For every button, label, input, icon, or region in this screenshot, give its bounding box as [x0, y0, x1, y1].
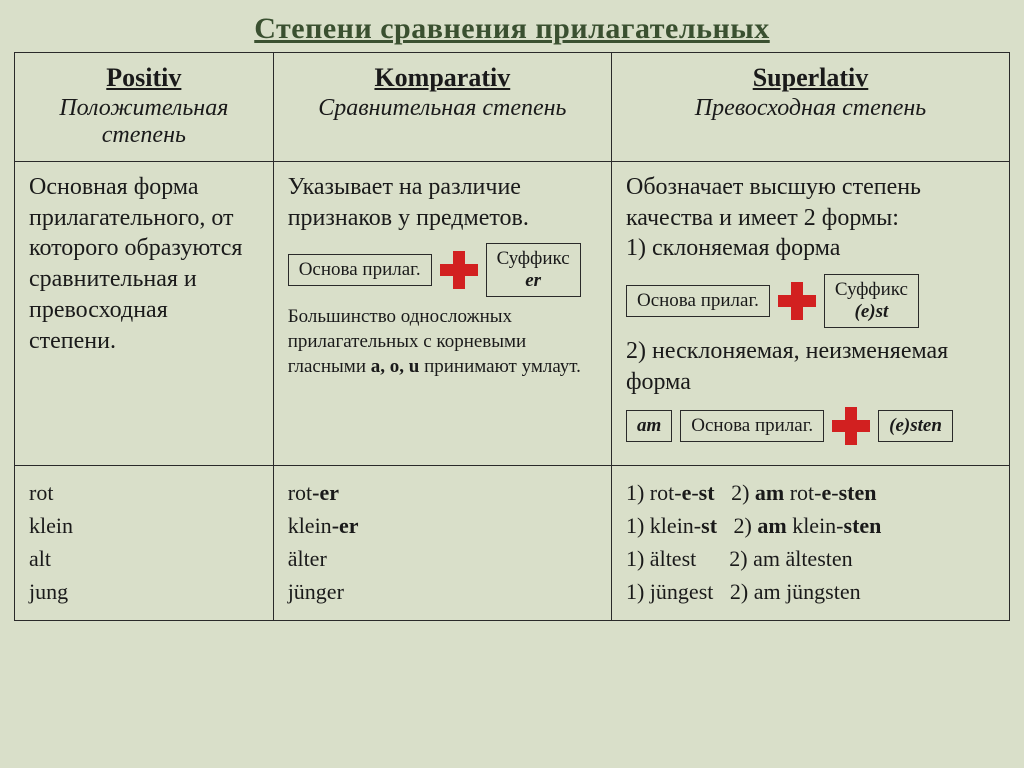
formula2-suffix: (e)sten: [878, 410, 953, 442]
header-komparativ: Komparativ Сравнительная степень: [273, 53, 611, 162]
header-positiv-subtitle: Положительная степень: [29, 95, 259, 149]
superlativ-formula1: Основа прилаг. Суффикс (e)st: [626, 274, 995, 328]
ex-positiv-2: alt: [29, 542, 259, 575]
ex-positiv-0: rot: [29, 476, 259, 509]
ex-komp-3: jünger: [288, 575, 597, 608]
page: Степени сравнения прилагательных Positiv…: [0, 0, 1024, 768]
ex-komp-2: älter: [288, 542, 597, 575]
table-examples-row: rot klein alt jung rot-er klein-er älter…: [15, 466, 1010, 621]
formula2-stem-label: Основа прилаг.: [691, 415, 813, 436]
table-header-row: Positiv Положительная степень Komparativ…: [15, 53, 1010, 162]
ex-sup-0: 1) rot-e-st 2) am rot-e-sten: [626, 476, 995, 509]
plus-icon: [440, 251, 478, 289]
examples-superlativ: 1) rot-e-st 2) am rot-e-sten 1) klein-st…: [611, 466, 1009, 621]
examples-positiv: rot klein alt jung: [15, 466, 274, 621]
plus-icon: [832, 407, 870, 445]
header-superlativ-title: Superlativ: [626, 63, 995, 93]
page-title: Степени сравнения прилагательных: [14, 12, 1010, 46]
note-bold: a, o, u: [371, 356, 420, 377]
desc-positiv-text: Основная форма прилагательного, от котор…: [29, 172, 259, 356]
comparison-table: Positiv Положительная степень Komparativ…: [14, 52, 1010, 621]
komparativ-note: Большинство односложных прилагательных с…: [288, 305, 597, 379]
desc-komparativ: Указывает на различие признаков у предме…: [273, 162, 611, 466]
examples-komparativ: rot-er klein-er älter jünger: [273, 466, 611, 621]
table-description-row: Основная форма прилагательного, от котор…: [15, 162, 1010, 466]
formula-box-suffix: Суффикс er: [486, 243, 581, 297]
ex-positiv-3: jung: [29, 575, 259, 608]
desc-positiv: Основная форма прилагательного, от котор…: [15, 162, 274, 466]
formula1-stem-label: Основа прилаг.: [637, 290, 759, 311]
note-post: принимают умлаут.: [419, 356, 581, 377]
superlativ-intro: Обозначает высшую степень качества и име…: [626, 172, 995, 233]
formula1-suffix: Суффикс (e)st: [824, 274, 919, 328]
superlativ-item1: 1) склоняемая форма: [626, 233, 995, 264]
header-positiv: Positiv Положительная степень: [15, 53, 274, 162]
desc-superlativ: Обозначает высшую степень качества и име…: [611, 162, 1009, 466]
ex-sup-1: 1) klein-st 2) am klein-sten: [626, 509, 995, 542]
formula1-stem: Основа прилаг.: [626, 285, 770, 317]
header-superlativ: Superlativ Превосходная степень: [611, 53, 1009, 162]
header-komparativ-subtitle: Сравнительная степень: [288, 95, 597, 122]
desc-komparativ-text: Указывает на различие признаков у предме…: [288, 172, 597, 233]
ex-komp-0: rot-er: [288, 476, 597, 509]
formula-stem-label: Основа прилаг.: [299, 259, 421, 280]
formula-box-stem: Основа прилаг.: [288, 254, 432, 286]
formula-suffix-value: er: [525, 270, 541, 291]
header-komparativ-title: Komparativ: [288, 63, 597, 93]
ex-komp-1: klein-er: [288, 509, 597, 542]
superlativ-formula2: am Основа прилаг. (e)sten: [626, 407, 995, 445]
formula2-suffix-value: (e)sten: [889, 415, 942, 436]
ex-sup-2: 1) ältest 2) am ältesten: [626, 542, 995, 575]
header-superlativ-subtitle: Превосходная степень: [626, 95, 995, 122]
formula1-suffix-value: (e)st: [855, 301, 889, 322]
ex-sup-3: 1) jüngest 2) am jüngsten: [626, 575, 995, 608]
formula1-suffix-label: Суффикс: [835, 279, 908, 300]
ex-positiv-1: klein: [29, 509, 259, 542]
header-positiv-title: Positiv: [29, 63, 259, 93]
superlativ-item2: 2) несклоняемая, неизменяемая форма: [626, 336, 995, 397]
formula2-stem: Основа прилаг.: [680, 410, 824, 442]
komparativ-formula: Основа прилаг. Суффикс er: [288, 243, 597, 297]
formula-suffix-label: Суффикс: [497, 248, 570, 269]
formula2-am: am: [626, 410, 672, 442]
formula2-am-label: am: [637, 415, 661, 436]
plus-icon: [778, 282, 816, 320]
